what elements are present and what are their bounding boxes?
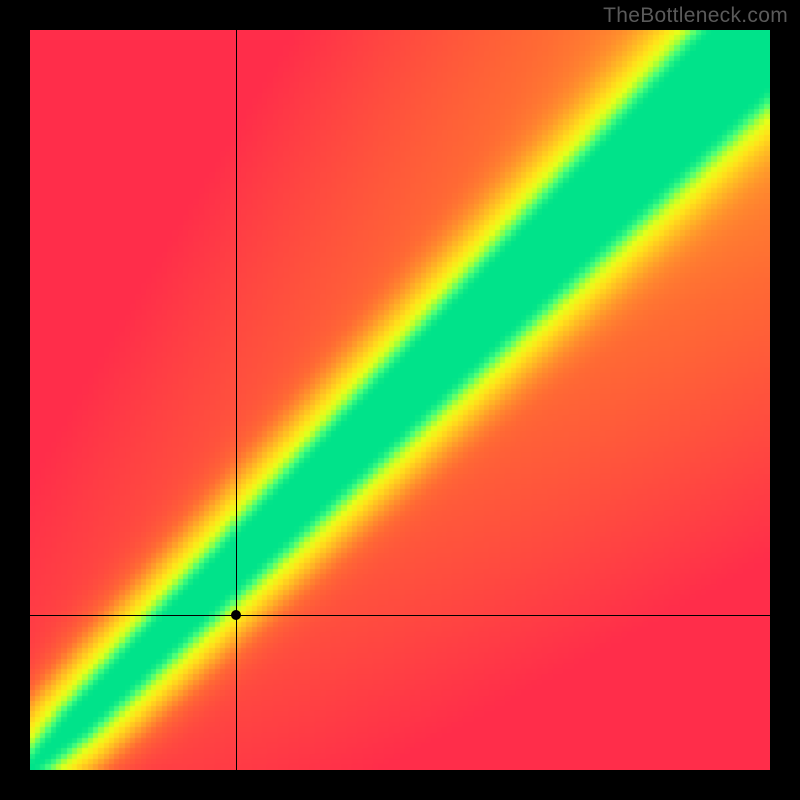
heatmap-plot-area — [30, 30, 770, 770]
data-point-marker — [231, 610, 241, 620]
heatmap-canvas — [30, 30, 770, 770]
watermark-text: TheBottleneck.com — [603, 4, 788, 28]
crosshair-horizontal — [30, 615, 770, 616]
chart-root: TheBottleneck.com — [0, 0, 800, 800]
crosshair-vertical — [236, 30, 237, 770]
